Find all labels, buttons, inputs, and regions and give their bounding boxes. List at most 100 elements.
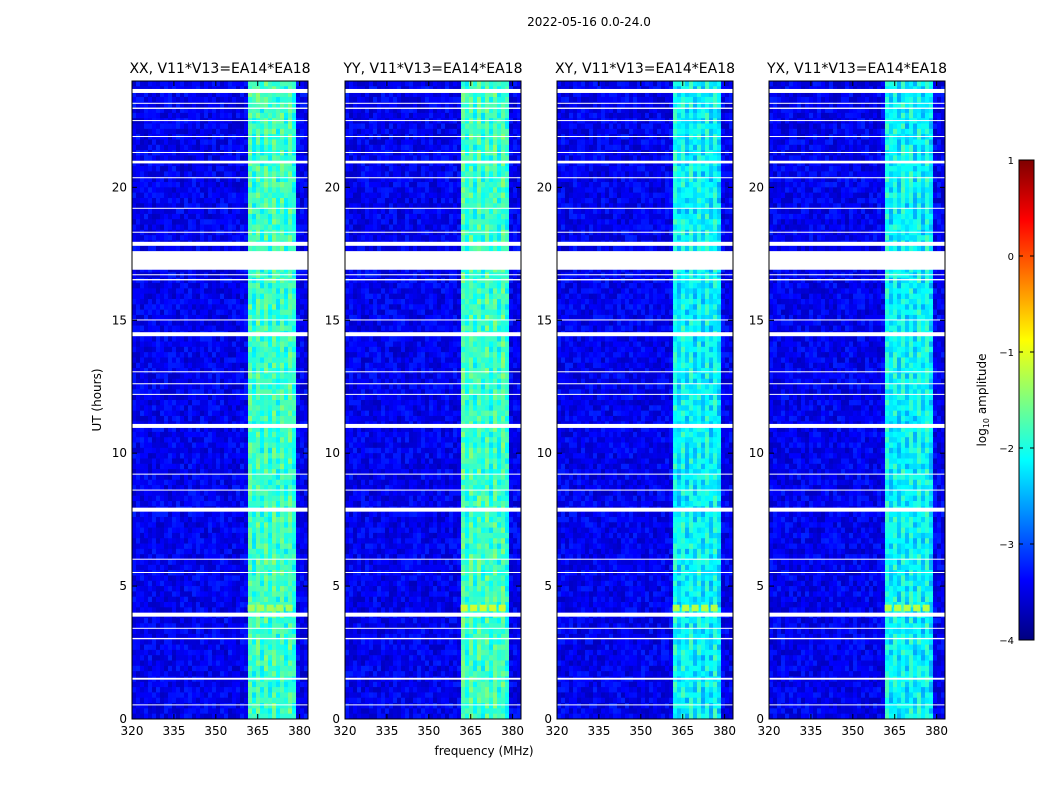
heatmap-cell <box>224 336 229 343</box>
heatmap-cell <box>164 229 169 236</box>
heatmap-cell <box>304 548 309 555</box>
heatmap-cell <box>216 320 221 327</box>
heatmap-cell <box>136 384 141 390</box>
heatmap-cell <box>208 288 213 295</box>
heatmap-cell <box>232 298 237 305</box>
heatmap-cell <box>188 155 193 162</box>
heatmap-cell <box>168 400 173 406</box>
heatmap-cell <box>200 96 205 103</box>
heatmap-cell <box>276 325 281 332</box>
heatmap-cell <box>168 160 173 167</box>
heatmap-cell <box>144 171 149 178</box>
heatmap-cell <box>248 166 253 172</box>
heatmap-cell <box>216 479 221 486</box>
heatmap-cell <box>184 522 189 529</box>
heatmap-cell <box>156 203 161 210</box>
heatmap-cell <box>228 522 233 529</box>
heatmap-cell <box>184 453 189 459</box>
heatmap-cell <box>200 665 205 672</box>
heatmap-cell <box>176 458 181 465</box>
heatmap-cell <box>304 479 309 486</box>
heatmap-cell <box>216 453 221 459</box>
heatmap-cell <box>260 501 265 507</box>
heatmap-cell <box>288 511 293 518</box>
heatmap-cell <box>216 607 221 614</box>
heatmap-cell <box>204 410 209 417</box>
heatmap-cell <box>160 298 165 305</box>
heatmap-cell <box>148 81 153 87</box>
heatmap-cell <box>264 362 269 369</box>
heatmap-cell <box>280 346 285 353</box>
heatmap-cell <box>272 272 277 279</box>
heatmap-cell <box>260 192 265 199</box>
heatmap-cell <box>216 532 221 539</box>
heatmap-cell <box>176 150 181 156</box>
heatmap-cell <box>232 112 237 119</box>
heatmap-cell <box>296 516 301 523</box>
heatmap-cell <box>192 314 197 321</box>
heatmap-cell <box>172 187 177 194</box>
heatmap-cell <box>304 543 309 550</box>
heatmap-cell <box>208 277 213 284</box>
heatmap-cell <box>228 564 233 571</box>
heatmap-cell <box>276 182 281 188</box>
heatmap-cell <box>172 197 177 204</box>
heatmap-cell <box>136 112 141 119</box>
heatmap-cell <box>176 490 181 497</box>
heatmap-cell <box>208 81 213 87</box>
heatmap-cell <box>148 596 153 603</box>
heatmap-cell <box>136 134 141 140</box>
heatmap-cell <box>224 160 229 167</box>
heatmap-cell <box>288 617 293 624</box>
heatmap-cell <box>156 501 161 507</box>
heatmap-cell <box>304 639 309 646</box>
heatmap-cell <box>192 447 197 454</box>
heatmap-cell <box>192 304 197 311</box>
heatmap-cell <box>164 176 169 183</box>
heatmap-cell <box>276 479 281 486</box>
heatmap-cell <box>232 352 237 358</box>
heatmap-cell <box>148 166 153 172</box>
heatmap-cell <box>212 288 217 295</box>
heatmap-cell <box>152 490 157 497</box>
heatmap-cell <box>276 580 281 587</box>
heatmap-cell <box>220 288 225 295</box>
heatmap-cell <box>168 102 173 109</box>
heatmap-cell <box>280 527 285 534</box>
heatmap-cell <box>272 485 277 491</box>
heatmap-cell <box>200 166 205 172</box>
heatmap-cell <box>216 633 221 640</box>
heatmap-cell <box>160 197 165 204</box>
heatmap-cell <box>248 554 253 560</box>
heatmap-cell <box>292 378 297 385</box>
heatmap-cell <box>244 336 249 343</box>
heatmap-cell <box>268 288 273 295</box>
heatmap-cell <box>216 102 221 109</box>
heatmap-cell <box>192 596 197 603</box>
heatmap-cell <box>224 176 229 183</box>
heatmap-cell <box>172 671 177 677</box>
heatmap-cell <box>280 559 285 566</box>
heatmap-cell <box>200 649 205 656</box>
heatmap-cell <box>300 267 305 273</box>
heatmap-cell <box>236 187 241 194</box>
heatmap-cell <box>200 437 205 444</box>
heatmap-cell <box>216 655 221 662</box>
heatmap-cell <box>288 320 293 327</box>
heatmap-cell <box>172 655 177 662</box>
heatmap-cell <box>204 298 209 305</box>
heatmap-cell <box>288 384 293 390</box>
heatmap-cell <box>212 516 217 523</box>
heatmap-cell <box>296 245 301 252</box>
heatmap-cell <box>220 453 225 459</box>
heatmap-cell <box>176 378 181 385</box>
heatmap-cell <box>164 245 169 252</box>
heatmap-cell <box>216 272 221 279</box>
heatmap-cell <box>280 320 285 327</box>
heatmap-cell <box>152 176 157 183</box>
heatmap-cell <box>256 182 261 188</box>
heatmap-cell <box>136 538 141 545</box>
heatmap-cell <box>144 155 149 162</box>
heatmap-cell <box>248 203 253 210</box>
heatmap-cell <box>256 649 261 656</box>
